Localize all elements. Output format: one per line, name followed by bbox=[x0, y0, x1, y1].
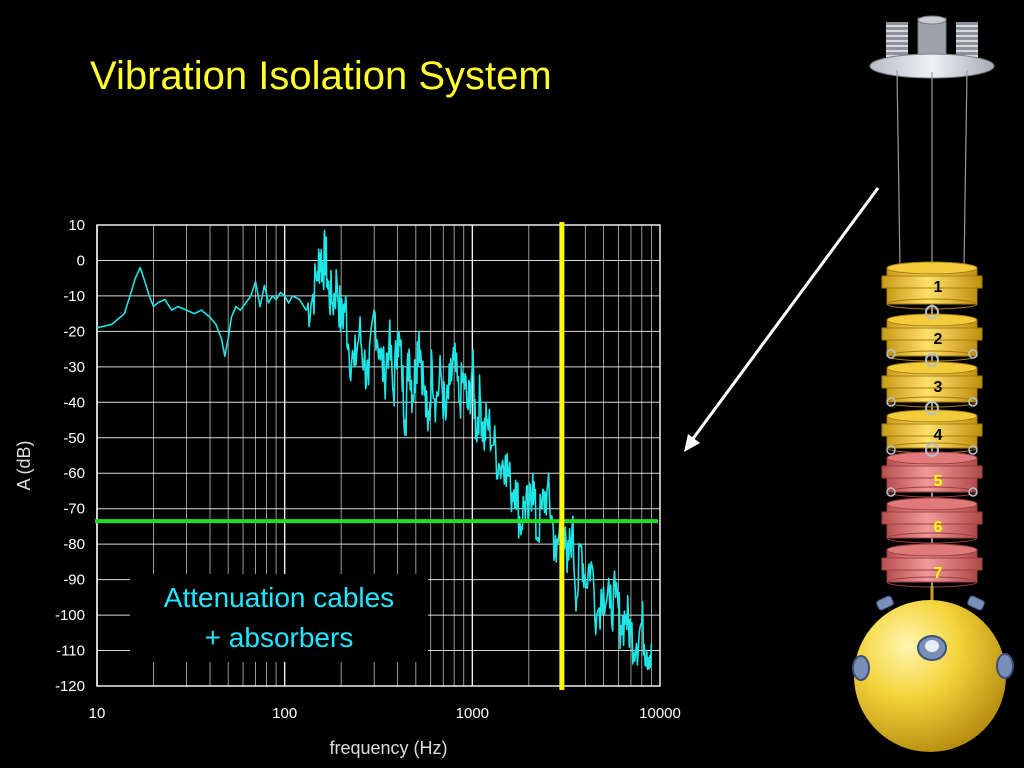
stage-flange bbox=[881, 511, 983, 525]
annotation-line-1: Attenuation cables bbox=[163, 582, 395, 613]
y-axis-label: A (dB) bbox=[14, 440, 34, 490]
stage-label-4: 4 bbox=[934, 427, 943, 444]
attenuation-series-line bbox=[96, 229, 653, 671]
x-tick-label: 100 bbox=[272, 705, 297, 722]
stage-label-2: 2 bbox=[934, 331, 943, 348]
top-plate bbox=[869, 15, 995, 79]
coupling-ring-icon bbox=[925, 443, 939, 457]
y-tick-label: -60 bbox=[63, 465, 85, 482]
hook-icon bbox=[968, 349, 978, 359]
slide-title: Vibration Isolation System bbox=[90, 54, 552, 98]
hook-icon bbox=[886, 349, 896, 359]
coupling-ring-icon bbox=[925, 353, 939, 367]
y-tick-label: -20 bbox=[63, 323, 85, 340]
hook-icon bbox=[968, 397, 978, 407]
stage-bottom bbox=[886, 532, 978, 544]
stage-top bbox=[886, 543, 978, 557]
arrow bbox=[684, 187, 880, 452]
hook-icon bbox=[886, 487, 896, 497]
annotation-line-2: + absorbers bbox=[204, 622, 354, 653]
annotation-box: Attenuation cables + absorbers bbox=[130, 574, 428, 662]
x-tick-label: 10000 bbox=[639, 705, 681, 722]
hook-icon bbox=[886, 445, 896, 455]
stage-label-5: 5 bbox=[934, 473, 943, 490]
stage-top bbox=[886, 313, 978, 327]
payload-sphere bbox=[852, 595, 1014, 752]
y-tick-label: -100 bbox=[55, 607, 85, 624]
stage-flange bbox=[881, 465, 983, 479]
stage-flange bbox=[881, 275, 983, 289]
coupling-ring-icon bbox=[925, 305, 939, 319]
y-tick-label: -50 bbox=[63, 430, 85, 447]
hook-icon bbox=[968, 445, 978, 455]
stage-flange bbox=[881, 423, 983, 437]
y-tick-label: -70 bbox=[63, 501, 85, 518]
stage-label-6: 6 bbox=[934, 519, 943, 536]
hook-icon bbox=[968, 487, 978, 497]
plot-frame bbox=[96, 224, 661, 687]
y-tick-label: -80 bbox=[63, 536, 85, 553]
stage-label-1: 1 bbox=[934, 279, 943, 296]
port-flange-icon bbox=[852, 595, 1014, 681]
stage-flange bbox=[881, 327, 983, 341]
y-tick-label: -40 bbox=[63, 394, 85, 411]
isolation-stages: 1 2 3 4 5 6 7 bbox=[881, 261, 983, 604]
stage-label-7: 7 bbox=[934, 565, 943, 582]
stage-bottom bbox=[886, 298, 978, 310]
stage-top bbox=[886, 261, 978, 275]
stage-flange bbox=[881, 375, 983, 389]
x-tick-label: 10 bbox=[89, 705, 106, 722]
y-tick-label: -10 bbox=[63, 288, 85, 305]
y-tick-label: 10 bbox=[68, 217, 85, 234]
y-tick-label: -30 bbox=[63, 359, 85, 376]
stage-top bbox=[886, 497, 978, 511]
coupling-ring-icon bbox=[925, 401, 939, 415]
hook-icon bbox=[886, 397, 896, 407]
stage-top bbox=[886, 361, 978, 375]
suspension-wires bbox=[896, 69, 968, 269]
y-tick-label: 0 bbox=[77, 252, 85, 269]
y-tick-label: -110 bbox=[56, 643, 85, 660]
stage-top bbox=[886, 451, 978, 465]
stage-flange bbox=[881, 557, 983, 571]
stage-label-3: 3 bbox=[934, 379, 943, 396]
y-tick-label: -120 bbox=[55, 678, 85, 695]
stage-top bbox=[886, 409, 978, 423]
x-axis-label: frequency (Hz) bbox=[329, 738, 447, 758]
y-tick-label: -90 bbox=[63, 572, 85, 589]
x-tick-label: 1000 bbox=[456, 705, 489, 722]
